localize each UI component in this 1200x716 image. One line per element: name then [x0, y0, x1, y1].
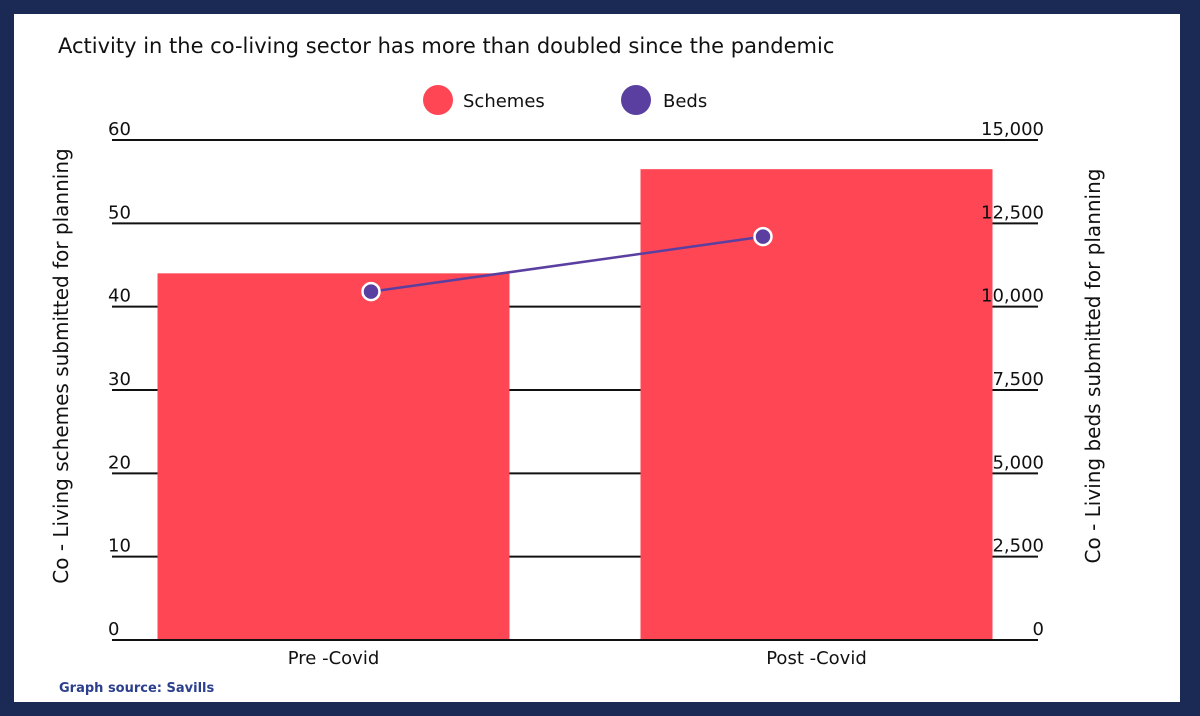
legend: Schemes Beds [423, 85, 707, 115]
y-tick-left: 30 [108, 369, 131, 390]
beds-point [753, 226, 773, 247]
y-tick-left: 40 [108, 286, 131, 307]
bar-schemes [640, 169, 993, 640]
y-tick-right: 0 [1033, 619, 1044, 640]
y-tick-left: 60 [108, 119, 131, 140]
y-axis-title-right: Co - Living beds submitted for planning [1081, 169, 1105, 564]
chart-title: Activity in the co-living sector has mor… [58, 34, 834, 58]
beds-line [361, 226, 773, 302]
bars [112, 169, 1038, 641]
y-tick-right: 12,500 [981, 202, 1044, 223]
y-tick-right: 5,000 [992, 452, 1044, 473]
y-tick-right: 7,500 [992, 369, 1044, 390]
y-tick-right: 10,000 [981, 286, 1044, 307]
y-tick-left: 20 [108, 452, 131, 473]
chart-panel: Activity in the co-living sector has mor… [14, 14, 1180, 702]
legend-swatch-schemes [423, 85, 453, 115]
beds-point [361, 281, 381, 302]
y-tick-left: 50 [108, 202, 131, 223]
y-tick-left: 0 [108, 619, 119, 640]
y-tick-left: 10 [108, 536, 131, 557]
category-labels: Pre -Covid Post -Covid [288, 648, 867, 669]
x-category-label: Post -Covid [766, 648, 867, 669]
legend-label-schemes: Schemes [463, 91, 545, 112]
legend-label-beds: Beds [663, 91, 707, 112]
beds-line-path [370, 235, 764, 293]
graph-source: Graph source: Savills [59, 681, 215, 696]
tick-labels: 0 0 10 2,500 20 5,000 30 7,500 40 10,000 50 12,500 6… [108, 119, 1044, 640]
y-tick-right: 15,000 [981, 119, 1044, 140]
x-category-label: Pre -Covid [288, 648, 380, 669]
combo-chart: Activity in the co-living sector has mor… [49, 34, 1105, 696]
bar-schemes [157, 273, 510, 640]
y-tick-right: 2,500 [992, 536, 1044, 557]
legend-swatch-beds [621, 85, 651, 115]
y-axis-title-left: Co - Living schemes submitted for planni… [49, 148, 73, 583]
